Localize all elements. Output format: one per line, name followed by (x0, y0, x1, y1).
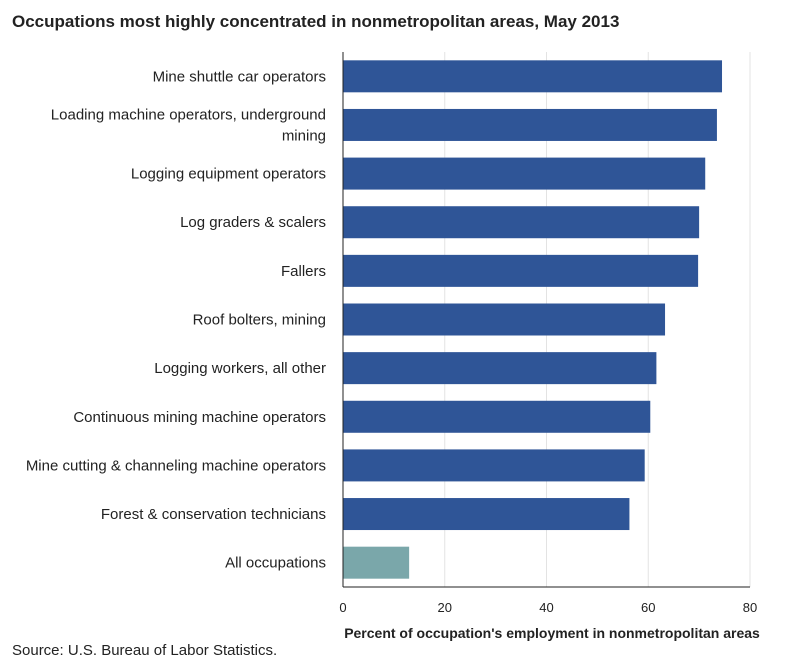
bar (343, 400, 651, 433)
bars (343, 60, 723, 579)
category-labels: Mine shuttle car operators Loading machin… (26, 68, 326, 571)
bar (343, 108, 717, 141)
source-note: Source: U.S. Bureau of Labor Statistics. (12, 642, 278, 659)
bar (343, 206, 700, 239)
category-label: Log graders & scalers (180, 214, 326, 231)
category-label: Mine shuttle car operators (153, 68, 326, 85)
bar (343, 449, 645, 482)
bar (343, 352, 657, 385)
category-label: Mine cutting & channeling machine operat… (26, 457, 326, 474)
x-axis-title: Percent of occupation's employment in no… (344, 625, 760, 641)
category-label: Logging equipment operators (131, 166, 326, 183)
category-label: Continuous mining machine operators (73, 409, 326, 426)
category-label: Loading machine operators, underground mi… (51, 106, 326, 144)
category-label: Roof bolters, mining (193, 312, 326, 329)
category-label: Logging workers, all other (154, 360, 326, 377)
x-tick-label: 60 (641, 600, 655, 615)
category-label: Forest & conservation technicians (101, 506, 326, 523)
category-label: All occupations (225, 555, 326, 572)
bar (343, 546, 410, 579)
bar (343, 157, 706, 190)
x-axis: 0 20 40 60 80 Percent of occupation's employm… (339, 52, 760, 641)
chart-title: Occupations most highly concentrated in … (12, 12, 620, 31)
x-tick-label: 20 (438, 600, 452, 615)
bar (343, 498, 630, 531)
bar (343, 60, 723, 93)
x-tick-label: 0 (339, 600, 346, 615)
bar (343, 254, 699, 287)
x-tick-label: 80 (743, 600, 757, 615)
category-label: Fallers (281, 263, 326, 280)
bar (343, 303, 666, 336)
x-tick-label: 40 (539, 600, 553, 615)
